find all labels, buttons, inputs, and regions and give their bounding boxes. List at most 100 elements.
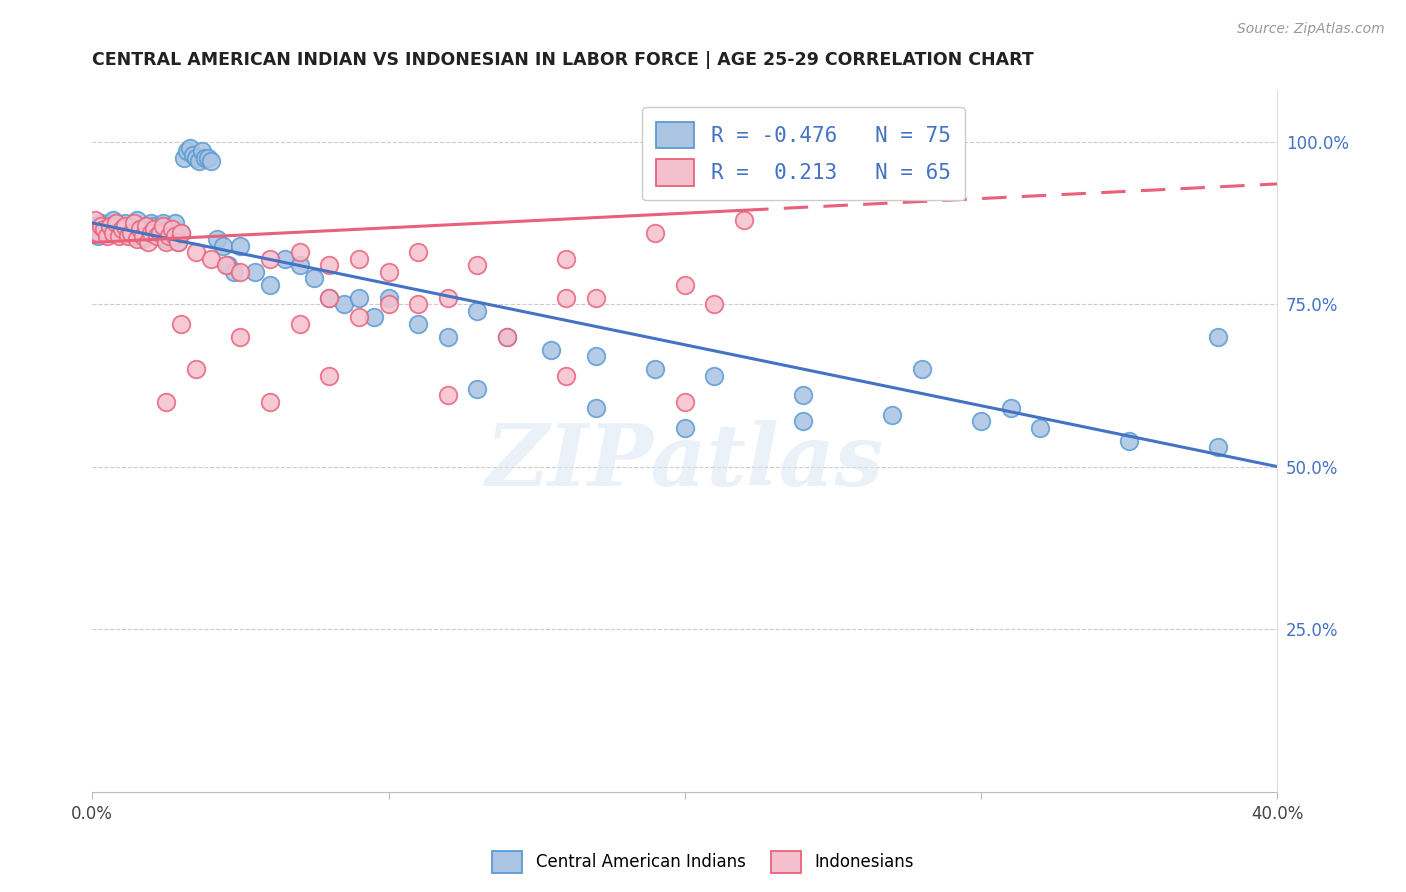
- Point: [259, 252, 281, 266]
- Point: [146, 228, 169, 243]
- Point: [131, 232, 153, 246]
- Point: [673, 277, 696, 292]
- Point: [882, 408, 904, 422]
- Point: [108, 219, 131, 234]
- Point: [93, 222, 115, 236]
- Point: [243, 265, 266, 279]
- Point: [318, 368, 340, 383]
- Point: [104, 222, 127, 236]
- Point: [229, 329, 252, 343]
- Point: [111, 222, 134, 236]
- Point: [122, 216, 145, 230]
- Point: [131, 228, 153, 243]
- Point: [108, 228, 131, 243]
- Point: [179, 141, 201, 155]
- Point: [187, 154, 209, 169]
- Point: [141, 216, 163, 230]
- Point: [496, 329, 519, 343]
- Point: [318, 291, 340, 305]
- Point: [197, 151, 219, 165]
- Point: [318, 291, 340, 305]
- Point: [146, 228, 169, 243]
- Point: [211, 238, 233, 252]
- Point: [436, 388, 458, 402]
- Point: [191, 145, 214, 159]
- Point: [84, 212, 107, 227]
- Point: [318, 258, 340, 272]
- Point: [87, 226, 110, 240]
- Point: [792, 414, 814, 428]
- Point: [93, 219, 115, 234]
- Point: [165, 216, 187, 230]
- Point: [96, 222, 118, 236]
- Point: [84, 219, 107, 234]
- Point: [90, 219, 112, 234]
- Point: [1206, 440, 1229, 454]
- Point: [170, 226, 193, 240]
- Point: [911, 362, 934, 376]
- Point: [165, 228, 187, 243]
- Point: [101, 226, 124, 240]
- Point: [138, 226, 160, 240]
- Legend: R = -0.476   N = 75, R =  0.213   N = 65: R = -0.476 N = 75, R = 0.213 N = 65: [641, 107, 965, 200]
- Point: [138, 235, 160, 250]
- Point: [703, 368, 725, 383]
- Point: [333, 297, 356, 311]
- Point: [200, 252, 222, 266]
- Point: [184, 151, 207, 165]
- Point: [87, 228, 110, 243]
- Point: [141, 226, 163, 240]
- Point: [152, 219, 174, 234]
- Point: [673, 420, 696, 434]
- Point: [134, 219, 156, 234]
- Point: [555, 291, 578, 305]
- Text: ZIPatlas: ZIPatlas: [485, 420, 884, 503]
- Point: [644, 226, 666, 240]
- Point: [157, 222, 180, 236]
- Point: [181, 147, 204, 161]
- Point: [149, 226, 172, 240]
- Point: [157, 228, 180, 243]
- Point: [347, 291, 370, 305]
- Point: [117, 228, 139, 243]
- Point: [259, 277, 281, 292]
- Point: [176, 145, 198, 159]
- Point: [792, 388, 814, 402]
- Point: [170, 226, 193, 240]
- Point: [170, 317, 193, 331]
- Point: [467, 258, 489, 272]
- Point: [122, 228, 145, 243]
- Point: [585, 291, 607, 305]
- Point: [114, 216, 136, 230]
- Point: [585, 401, 607, 416]
- Point: [347, 310, 370, 325]
- Point: [259, 394, 281, 409]
- Point: [467, 303, 489, 318]
- Point: [143, 222, 166, 236]
- Point: [114, 219, 136, 234]
- Point: [1000, 401, 1022, 416]
- Point: [467, 382, 489, 396]
- Text: CENTRAL AMERICAN INDIAN VS INDONESIAN IN LABOR FORCE | AGE 25-29 CORRELATION CHA: CENTRAL AMERICAN INDIAN VS INDONESIAN IN…: [93, 51, 1033, 69]
- Point: [406, 317, 429, 331]
- Point: [1206, 329, 1229, 343]
- Point: [970, 414, 993, 428]
- Point: [1118, 434, 1140, 448]
- Point: [377, 297, 399, 311]
- Point: [160, 228, 183, 243]
- Point: [111, 226, 134, 240]
- Point: [101, 212, 124, 227]
- Point: [155, 235, 177, 250]
- Point: [143, 219, 166, 234]
- Point: [733, 212, 755, 227]
- Point: [377, 265, 399, 279]
- Point: [98, 219, 121, 234]
- Point: [555, 368, 578, 383]
- Point: [224, 265, 246, 279]
- Point: [644, 362, 666, 376]
- Point: [90, 216, 112, 230]
- Point: [184, 362, 207, 376]
- Point: [155, 232, 177, 246]
- Point: [363, 310, 385, 325]
- Point: [149, 226, 172, 240]
